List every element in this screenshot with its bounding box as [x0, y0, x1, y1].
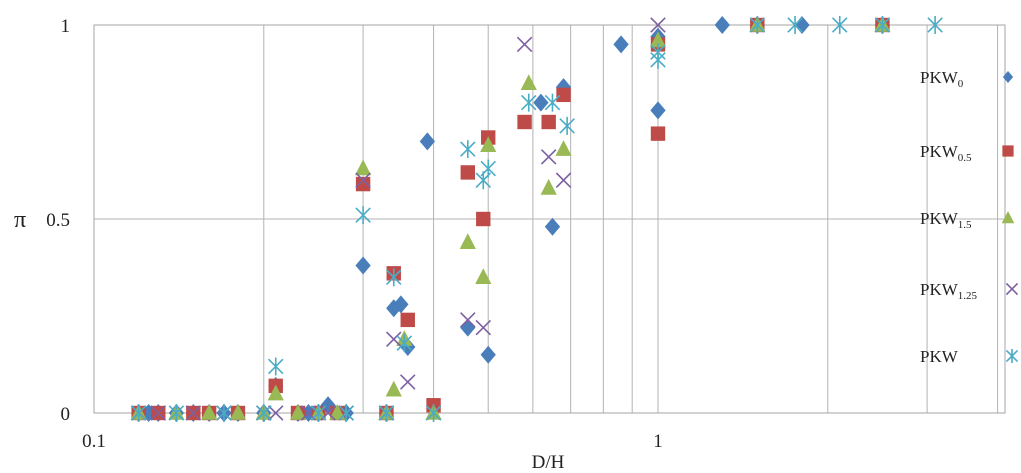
data-point-asterisk [749, 16, 766, 34]
data-point-triangle [267, 384, 284, 401]
data-point-x [267, 405, 284, 421]
data-point-x [385, 331, 402, 348]
data-point-asterisk [267, 357, 284, 376]
legend-marker-asterisk [1005, 349, 1019, 363]
data-point-asterisk [216, 404, 232, 422]
x-axis-label: D/H [532, 452, 565, 473]
data-point-x [460, 312, 476, 328]
y-tick-labels: 00.51 [46, 16, 70, 425]
data-point-square [650, 126, 666, 141]
data-point-triangle [520, 74, 537, 90]
y-tick-label: 0 [61, 404, 71, 425]
data-point-diamond [613, 35, 629, 54]
x-tick-label: 0.1 [82, 431, 106, 452]
data-point-x [150, 405, 167, 421]
data-point-x [399, 374, 416, 390]
series-triangle [130, 16, 891, 420]
data-point-diamond [460, 318, 476, 337]
data-point-diamond [355, 256, 371, 275]
data-point-asterisk [544, 93, 561, 112]
data-point-diamond [794, 16, 810, 34]
y-tick-label: 0.5 [46, 210, 70, 231]
legend-marker-square [1002, 145, 1014, 157]
data-point-square [460, 165, 475, 180]
x-tick-label: 1 [653, 431, 663, 452]
data-point-triangle [354, 159, 372, 176]
data-point-triangle [289, 404, 307, 420]
data-point-asterisk [874, 16, 891, 34]
data-point-triangle [229, 404, 247, 420]
data-point-square [355, 176, 371, 192]
data-point-x [555, 172, 572, 188]
data-point-asterisk [378, 404, 395, 422]
data-point-asterisk [927, 16, 943, 34]
data-point-diamond [714, 16, 730, 34]
legend: PKW0 PKW0.5 PKW1.5 PKW1.25 PKW [920, 68, 1019, 366]
data-point-x [516, 36, 533, 53]
data-point-x [185, 405, 202, 421]
data-point-diamond [650, 101, 666, 120]
x-tick-labels: 0.1 1 [82, 431, 663, 452]
data-point-asterisk [559, 116, 575, 135]
data-point-asterisk [831, 16, 848, 34]
legend-marker-diamond [1002, 71, 1014, 83]
data-point-square [541, 114, 556, 130]
data-point-triangle [459, 233, 476, 250]
data-point-x [650, 17, 666, 33]
data-point-triangle [201, 404, 218, 420]
data-point-x [475, 319, 492, 336]
series-asterisk [130, 16, 943, 422]
data-point-triangle [480, 136, 497, 153]
data-point-square [556, 87, 571, 103]
data-point-diamond [544, 217, 561, 236]
data-point-triangle [329, 404, 346, 420]
data-point-asterisk [425, 404, 442, 422]
data-point-asterisk [385, 268, 402, 287]
data-point-square [476, 211, 491, 227]
data-point-asterisk [338, 404, 354, 422]
data-point-asterisk [460, 140, 476, 159]
legend-label: PKW1.5 [920, 209, 972, 231]
data-point-asterisk [520, 93, 537, 112]
data-point-x [355, 172, 371, 188]
data-point-triangle [555, 140, 572, 156]
y-axis-label: π [14, 207, 26, 233]
legend-label: PKW1.25 [920, 280, 978, 302]
data-point-diamond [533, 93, 549, 112]
data-point-square [400, 312, 415, 328]
data-point-square [517, 114, 532, 130]
data-point-asterisk [355, 206, 371, 225]
grid [94, 24, 1005, 414]
legend-marker-x [1005, 282, 1019, 296]
data-point-triangle [649, 31, 667, 48]
data-point-asterisk [396, 334, 413, 353]
data-point-diamond [419, 132, 436, 151]
legend-marker-triangle [1001, 211, 1015, 224]
data-point-diamond [480, 345, 496, 364]
data-point-triangle [385, 380, 402, 397]
legend-label: PKW0.5 [920, 142, 972, 164]
data-points [130, 16, 943, 422]
data-point-asterisk [650, 43, 666, 62]
data-point-asterisk [256, 404, 272, 422]
legend-label: PKW0 [920, 68, 964, 90]
data-point-asterisk [130, 404, 147, 422]
data-point-x [540, 149, 557, 165]
data-point-triangle [475, 268, 492, 284]
data-point-asterisk [480, 159, 496, 178]
data-point-asterisk [787, 16, 803, 34]
y-tick-label: 1 [61, 16, 71, 37]
data-point-asterisk [310, 404, 327, 422]
data-point-asterisk [168, 404, 185, 422]
data-point-triangle [540, 178, 557, 195]
legend-label: PKW [920, 347, 959, 366]
data-point-diamond [393, 295, 409, 314]
